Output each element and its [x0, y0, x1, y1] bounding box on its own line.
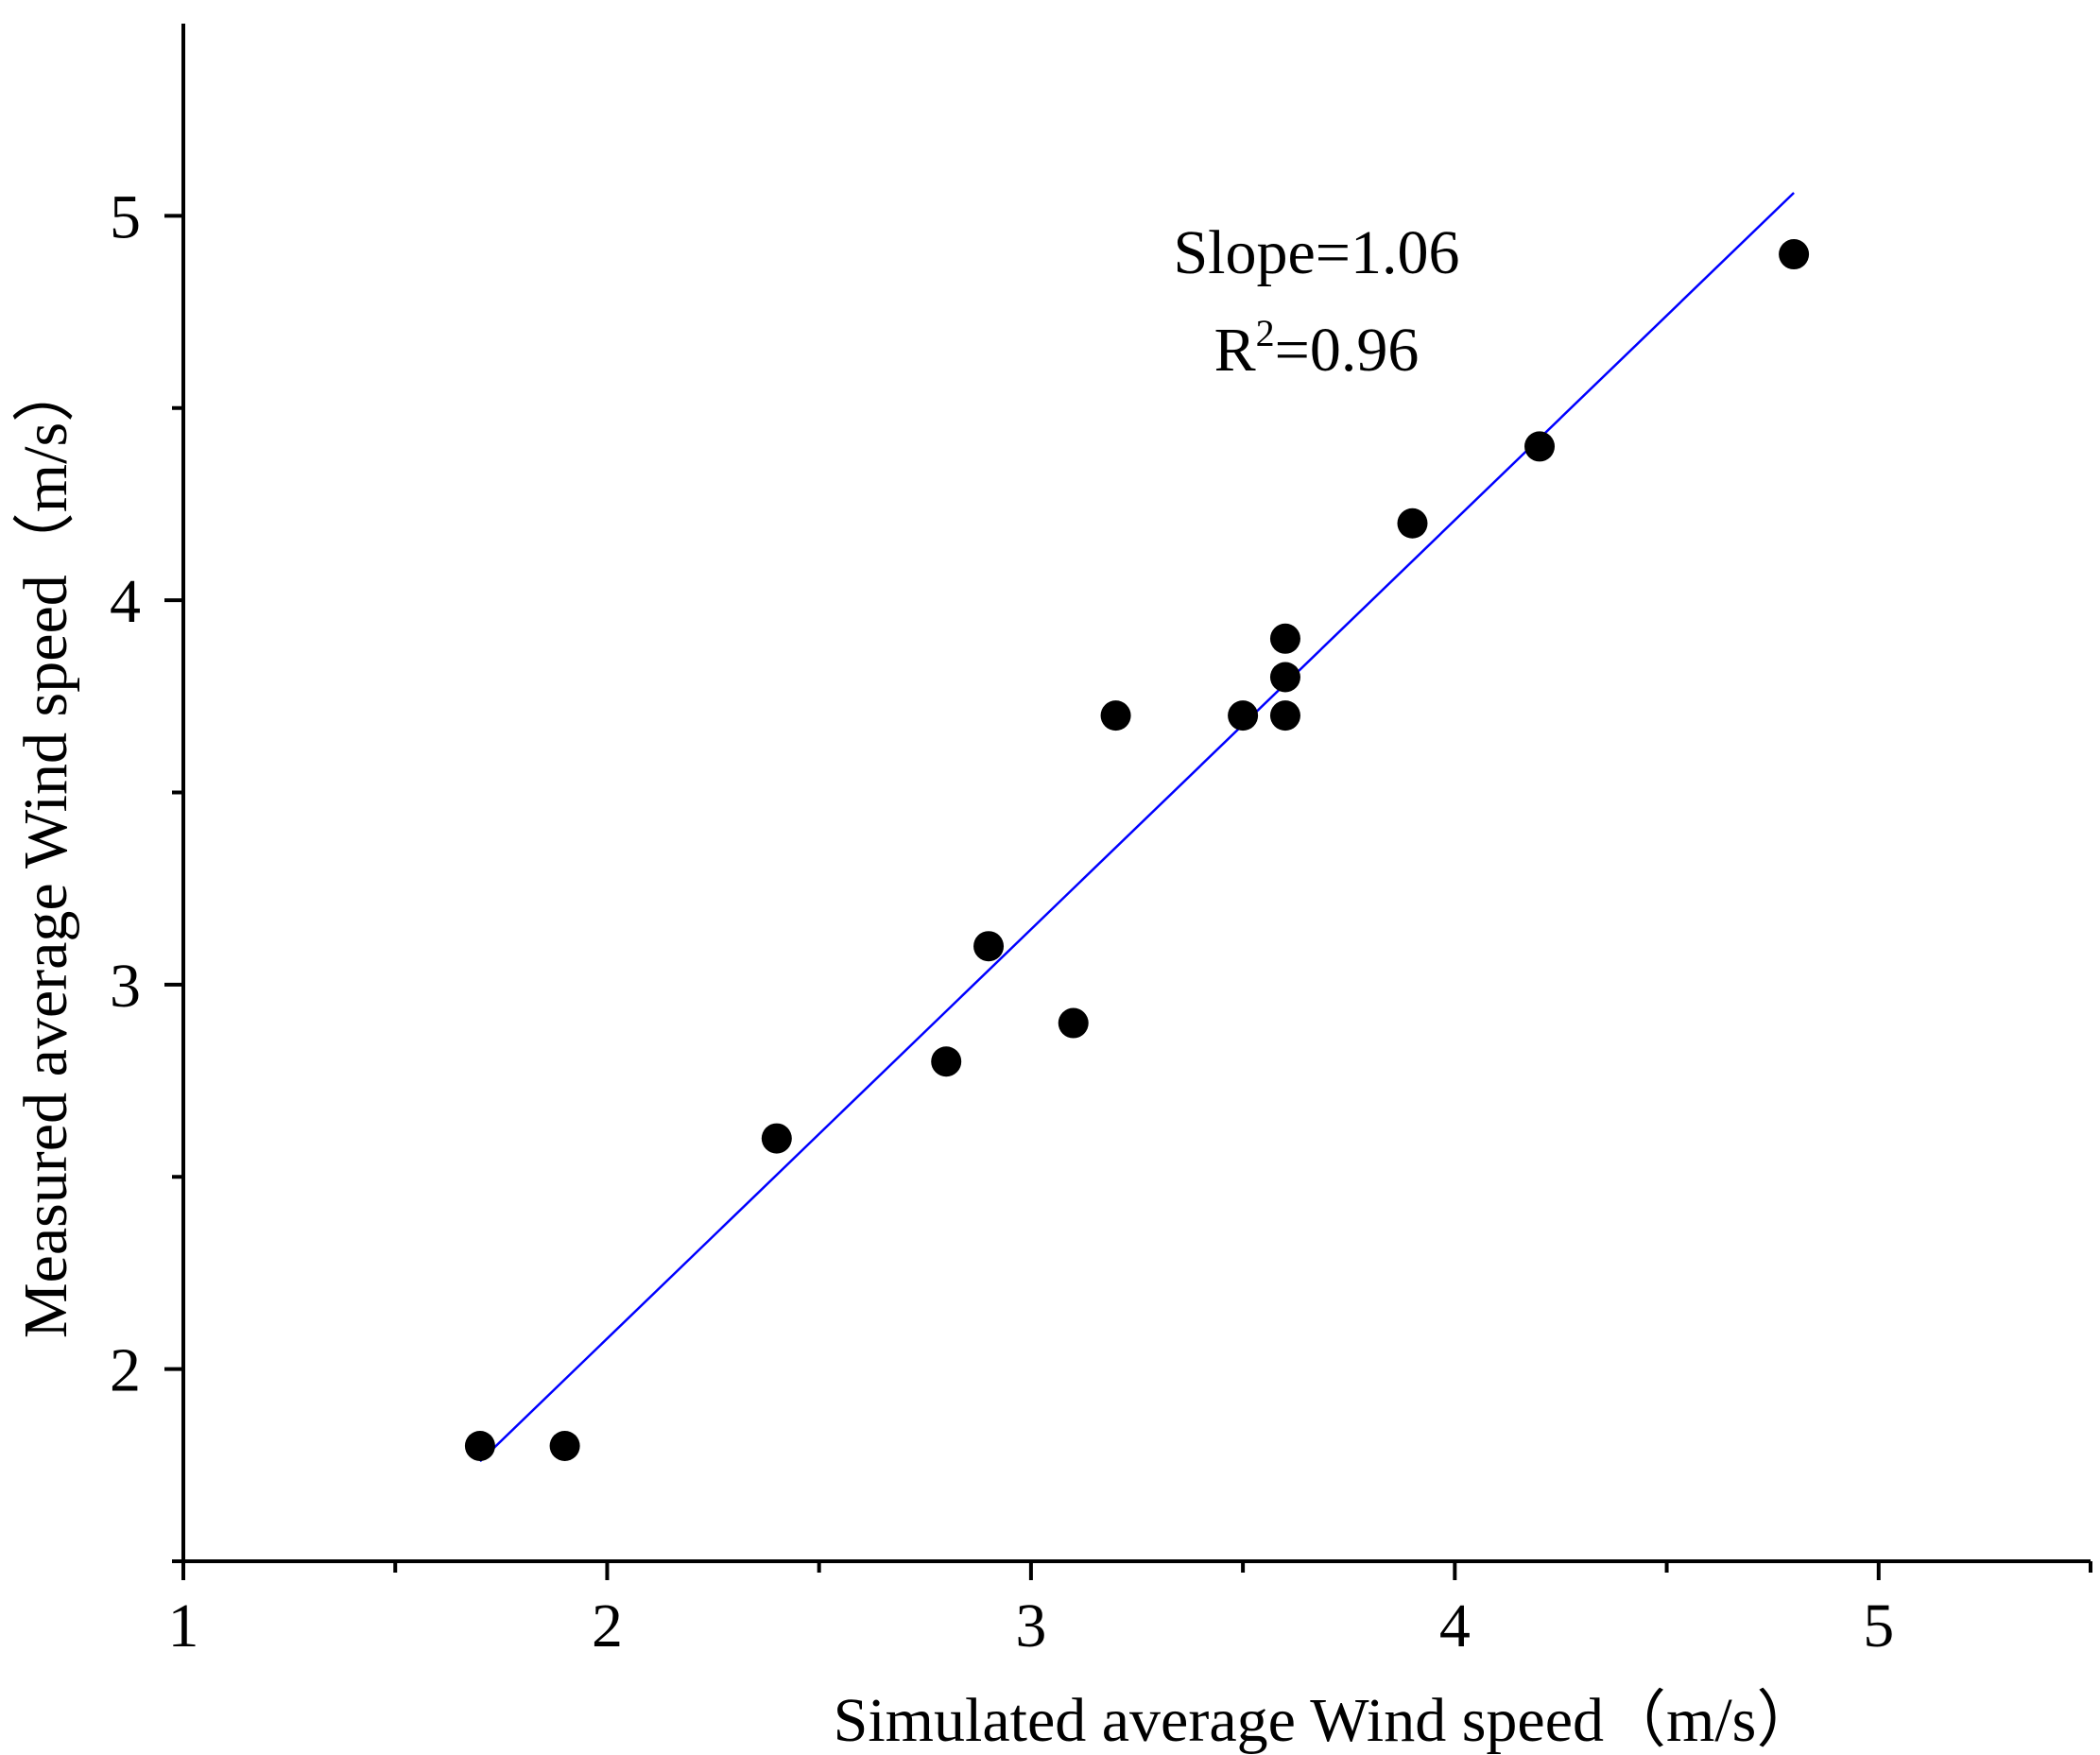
x-tick-label: 2 — [592, 1592, 623, 1660]
x-tick-label: 4 — [1439, 1592, 1471, 1660]
r-squared-annotation: R2=0.96 — [1214, 312, 1420, 385]
data-point — [1524, 431, 1556, 462]
x-axis-ticks: 1 2 3 4 5 — [168, 1561, 2092, 1660]
r-squared-superscript: 2 — [1256, 312, 1275, 354]
r-squared-value: =0.96 — [1275, 316, 1420, 385]
data-point — [464, 1430, 495, 1461]
y-tick-label: 4 — [110, 567, 141, 636]
data-point — [549, 1430, 580, 1461]
y-axis-title: Measured average Wind speed（m/s） — [11, 360, 80, 1338]
x-tick-label: 5 — [1863, 1592, 1894, 1660]
data-point — [1100, 700, 1131, 731]
data-point — [1779, 239, 1810, 270]
data-point — [973, 931, 1005, 962]
data-point — [1269, 662, 1300, 693]
y-tick-label: 5 — [110, 182, 141, 251]
y-tick-label: 3 — [110, 952, 141, 1021]
x-tick-label: 1 — [168, 1592, 199, 1660]
regression-line — [479, 192, 1795, 1463]
x-tick-label: 3 — [1015, 1592, 1046, 1660]
data-point — [761, 1123, 792, 1154]
data-point — [1269, 623, 1300, 654]
data-points — [464, 239, 1810, 1461]
r-squared-symbol: R — [1214, 316, 1256, 385]
slope-annotation: Slope=1.06 — [1173, 218, 1459, 287]
data-point — [1228, 700, 1259, 731]
data-point — [931, 1046, 962, 1077]
data-point — [1058, 1007, 1089, 1039]
data-point — [1397, 508, 1428, 539]
y-tick-label: 2 — [110, 1336, 141, 1405]
data-point — [1269, 700, 1300, 731]
x-axis-title: Simulated average Wind speed（m/s） — [834, 1686, 1819, 1755]
y-axis-ticks: 2 3 4 5 — [110, 182, 183, 1563]
